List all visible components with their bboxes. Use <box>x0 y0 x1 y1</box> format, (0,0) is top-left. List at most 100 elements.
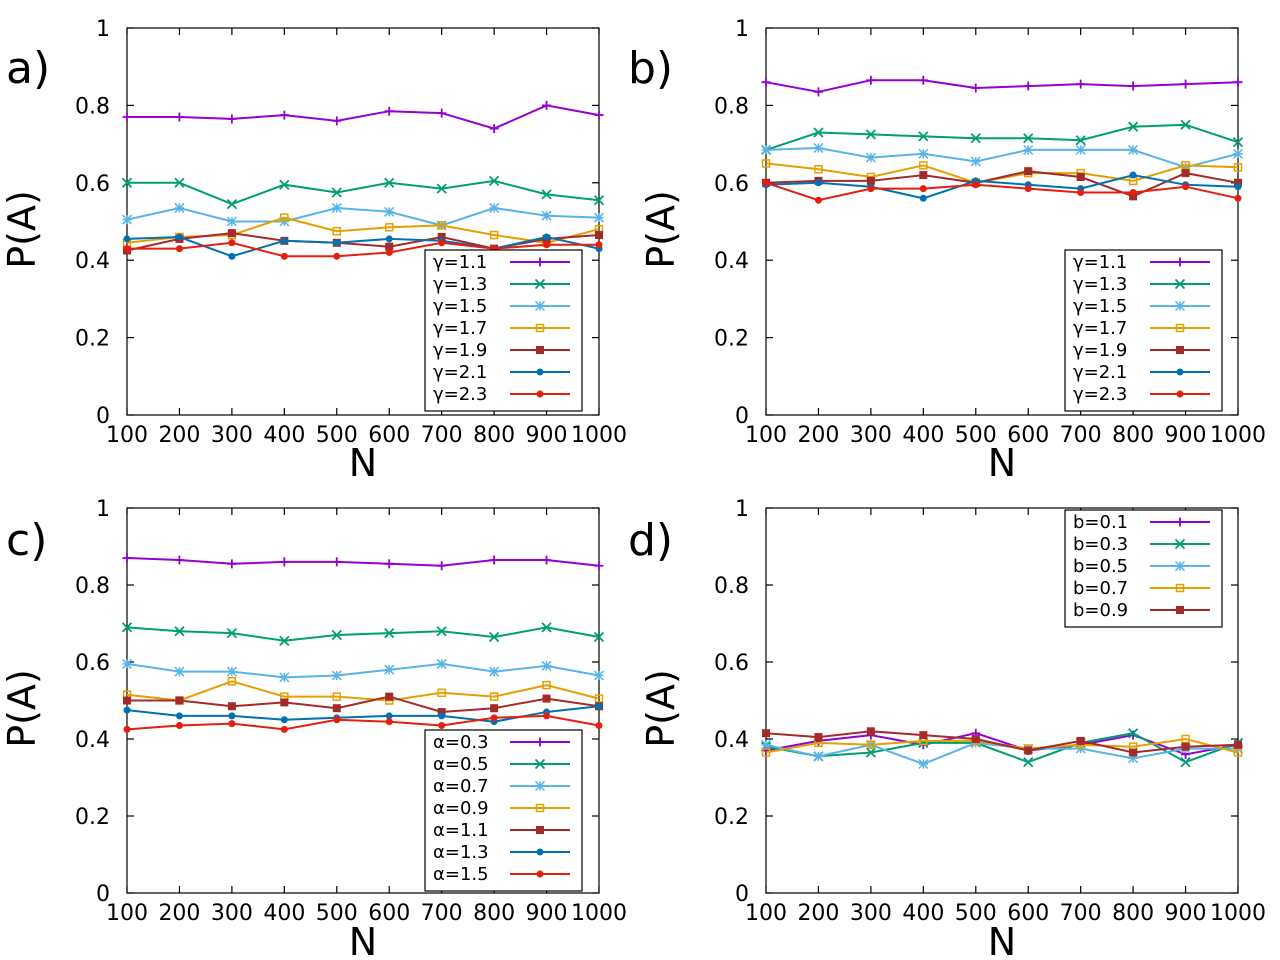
data-point <box>280 716 288 724</box>
data-point <box>813 142 824 154</box>
y-axis-label: P(A) <box>0 190 44 269</box>
data-point <box>121 214 133 225</box>
data-point <box>174 555 184 565</box>
data-point <box>385 718 393 726</box>
data-point <box>1024 185 1032 193</box>
x-tick-label: 700 <box>1060 901 1102 926</box>
x-tick-label: 400 <box>263 423 305 448</box>
data-point <box>1128 753 1139 764</box>
y-tick-label: 0.6 <box>714 172 749 197</box>
series-line <box>126 216 600 244</box>
data-point <box>593 212 605 223</box>
y-tick-label: 0.8 <box>714 574 749 599</box>
data-point <box>175 245 183 253</box>
data-point <box>1127 728 1139 739</box>
data-point <box>971 735 980 743</box>
data-point <box>332 116 342 126</box>
legend-marker <box>1175 257 1185 267</box>
legend-entry-label: γ=1.3 <box>433 274 487 295</box>
y-tick-label: 0.2 <box>75 327 110 352</box>
data-point <box>121 177 133 188</box>
x-tick-label: 500 <box>316 423 358 448</box>
legend: b=0.1b=0.3b=0.5b=0.7b=0.9 <box>1064 509 1223 628</box>
series-line <box>765 162 1239 184</box>
data-point <box>814 165 823 174</box>
data-point <box>332 557 342 567</box>
data-point <box>174 112 184 122</box>
x-tick-label: 700 <box>421 423 463 448</box>
data-point <box>123 725 131 733</box>
series-0 <box>761 75 1243 97</box>
data-point <box>866 727 875 736</box>
data-point <box>489 666 500 677</box>
data-point <box>593 195 605 206</box>
data-point <box>919 731 928 740</box>
y-tick-label: 0 <box>96 404 110 429</box>
x-tick-label: 900 <box>526 901 568 926</box>
series-1 <box>121 622 605 646</box>
data-point <box>437 688 446 698</box>
legend-entry-label: α=1.5 <box>433 864 489 885</box>
x-tick-label: 1000 <box>571 423 627 448</box>
data-point <box>1234 183 1242 191</box>
data-point <box>762 179 770 187</box>
y-tick-label: 0.4 <box>714 249 749 274</box>
data-point <box>541 189 552 200</box>
series-line <box>126 557 600 567</box>
data-point <box>331 202 342 213</box>
y-axis-label: P(A) <box>639 669 683 748</box>
legend-marker <box>536 826 544 834</box>
legend-entry-label: α=0.9 <box>433 798 489 819</box>
legend-marker <box>536 368 544 376</box>
y-tick-label: 1 <box>96 497 110 522</box>
data-point <box>331 670 342 681</box>
panel-label: d) <box>628 515 673 566</box>
legend-entry-label: γ=1.9 <box>433 340 487 361</box>
data-point <box>280 237 288 245</box>
x-tick-label: 300 <box>211 901 253 926</box>
data-point <box>814 196 822 204</box>
legend-entry-label: γ=1.1 <box>1073 252 1127 273</box>
legend-entry-label: γ=1.7 <box>433 318 487 339</box>
y-tick-label: 0 <box>96 882 110 907</box>
series-line <box>126 662 600 679</box>
x-tick-label: 1000 <box>1210 423 1266 448</box>
data-point <box>279 557 289 567</box>
data-point <box>123 696 131 705</box>
data-point <box>541 660 552 671</box>
data-point <box>279 672 290 683</box>
data-point <box>865 129 877 140</box>
x-tick-label: 500 <box>955 423 997 448</box>
data-point <box>122 553 132 563</box>
series-2 <box>121 202 605 231</box>
legend-marker <box>1174 538 1186 550</box>
series-line <box>126 714 600 731</box>
series-line <box>126 705 600 723</box>
legend-entry-label: γ=2.1 <box>1073 362 1127 383</box>
data-point <box>226 627 238 639</box>
chart-panel-b: 0 0.2 0.4 0.6 0.8 1 100 200 300 400 500 600 700 800 90… <box>628 17 1266 485</box>
data-point <box>918 148 929 159</box>
data-point <box>1023 133 1034 144</box>
series-line <box>765 174 1239 200</box>
legend-entry-label: γ=2.1 <box>433 362 487 383</box>
data-point <box>1234 194 1242 202</box>
series-6 <box>123 712 603 733</box>
data-point <box>594 561 604 571</box>
y-tick-label: 0.8 <box>714 94 749 119</box>
data-point <box>866 740 876 750</box>
data-point <box>866 176 875 185</box>
data-point <box>1180 756 1191 768</box>
data-point <box>226 198 238 210</box>
x-tick-label: 400 <box>902 901 944 926</box>
legend-entry-label: α=0.3 <box>433 732 489 753</box>
chart-panel-c: 0 0.2 0.4 0.6 0.8 1 100 200 300 400 500 600 700 800 90… <box>0 497 627 960</box>
data-point <box>438 722 446 730</box>
data-point <box>122 112 132 122</box>
data-point <box>438 239 446 247</box>
x-tick-label: 100 <box>106 423 148 448</box>
data-point <box>488 175 500 187</box>
x-axis-label: N <box>349 920 377 960</box>
data-point <box>918 131 929 142</box>
legend-box <box>424 249 583 412</box>
